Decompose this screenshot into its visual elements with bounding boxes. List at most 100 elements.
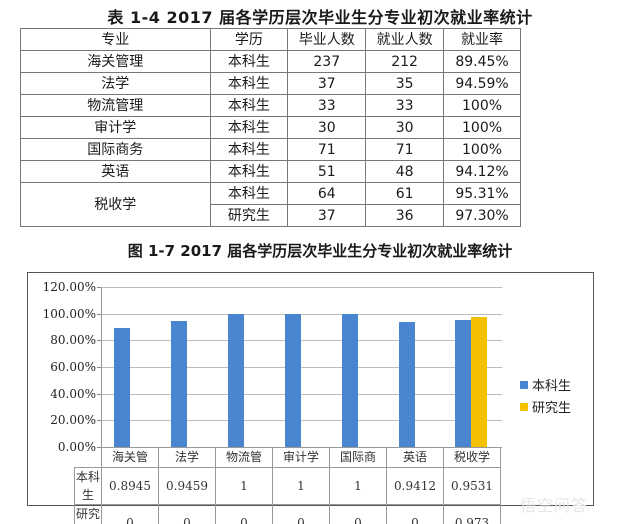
legend-item-undergrad: 本科生 xyxy=(520,375,571,394)
cell-graduates: 71 xyxy=(287,138,367,161)
cell-employed: 36 xyxy=(365,204,445,227)
cell-major: 国际商务 xyxy=(20,138,211,161)
data-value: 0 xyxy=(272,503,330,524)
table-row: 英语 本科生 51 48 94.12% xyxy=(20,160,521,183)
category-label: 国际商 xyxy=(329,447,387,468)
data-table-header-row: 海关管 法学 物流管 审计学 国际商 英语 税收学 xyxy=(74,447,501,468)
category-label: 海关管 xyxy=(101,447,159,468)
cell-graduates: 64 xyxy=(287,182,367,205)
cell-employed: 61 xyxy=(365,182,445,205)
data-value: 0.8945 xyxy=(101,466,159,505)
chart-title: 图 1-7 2017 届各学历层次毕业生分专业初次就业率统计 xyxy=(127,242,513,260)
table-row: 国际商务 本科生 71 71 100% xyxy=(20,138,521,161)
cell-graduates: 51 xyxy=(287,160,367,183)
cell-rate: 94.12% xyxy=(443,160,521,183)
table-row: 研究生 37 36 97.30% xyxy=(21,204,521,227)
legend-label: 本科生 xyxy=(532,379,572,394)
data-table-row-postgrad: 研究生 0 0 0 0 0 0 0.973 xyxy=(74,503,501,524)
y-axis-line xyxy=(101,287,102,447)
cell-rate: 89.45% xyxy=(443,50,521,73)
category-label: 审计学 xyxy=(272,447,330,468)
gridline xyxy=(102,287,502,288)
table-row: 海关管理 本科生 237 212 89.45% xyxy=(20,50,521,73)
category-label: 法学 xyxy=(158,447,216,468)
cell-degree: 本科生 xyxy=(209,160,289,183)
cell-graduates: 237 xyxy=(287,50,367,73)
cell-employed: 30 xyxy=(365,116,445,139)
cell-graduates: 37 xyxy=(287,204,367,227)
cell-employed: 212 xyxy=(365,50,445,73)
table-title: 表 1-4 2017 届各学历层次毕业生分专业初次就业率统计 xyxy=(107,8,533,27)
cell-graduates: 30 xyxy=(287,116,367,139)
header-degree: 学历 xyxy=(209,28,289,51)
cell-degree: 本科生 xyxy=(209,182,289,205)
category-label: 英语 xyxy=(386,447,444,468)
cell-degree: 研究生 xyxy=(209,204,289,227)
data-value: 1 xyxy=(215,466,273,505)
category-label: 物流管 xyxy=(215,447,273,468)
data-value: 0.9412 xyxy=(386,466,444,505)
gridline xyxy=(102,394,502,395)
cell-degree: 本科生 xyxy=(209,50,289,73)
gridline xyxy=(102,420,502,421)
bar-postgrad-shuishou xyxy=(471,317,487,447)
y-tick-label: 40.00% xyxy=(50,387,96,401)
data-value: 0 xyxy=(215,503,273,524)
cell-rate: 94.59% xyxy=(443,72,521,95)
cell-major: 物流管理 xyxy=(20,94,211,117)
bar-chart: 120.00% 100.00% 80.00% 60.00% 40.00% 20.… xyxy=(27,272,594,524)
data-value: 0 xyxy=(158,503,216,524)
category-label: 税收学 xyxy=(443,447,501,468)
table-row: 税收学 本科生 64 61 95.31% xyxy=(20,182,521,227)
bar-undergrad-shuishou xyxy=(455,320,471,447)
header-employed: 就业人数 xyxy=(365,28,445,51)
gridline xyxy=(102,367,502,368)
table-row: 审计学 本科生 30 30 100% xyxy=(20,116,521,139)
cell-major: 法学 xyxy=(20,72,211,95)
series-label: 研究生 xyxy=(74,503,102,524)
y-tick-label: 120.00% xyxy=(42,280,96,294)
cell-rate: 95.31% xyxy=(443,182,521,205)
y-tick-label: 80.00% xyxy=(50,333,96,347)
cell-employed: 33 xyxy=(365,94,445,117)
bar-undergrad-yingyu xyxy=(399,322,415,447)
cell-degree: 本科生 xyxy=(209,116,289,139)
cell-rate: 100% xyxy=(443,116,521,139)
legend-swatch-icon xyxy=(520,402,528,411)
table-header-row: 专业 学历 毕业人数 就业人数 就业率 xyxy=(20,28,521,51)
bar-undergrad-guoji xyxy=(342,314,358,447)
legend-label: 研究生 xyxy=(532,401,572,416)
tick-mark xyxy=(97,340,102,341)
series-label: 本科生 xyxy=(74,466,102,505)
header-major: 专业 xyxy=(20,28,211,51)
header-graduates: 毕业人数 xyxy=(287,28,367,51)
data-table-row-undergrad: 本科生 0.8945 0.9459 1 1 1 0.9412 0.9531 xyxy=(74,466,501,505)
cell-graduates: 33 xyxy=(287,94,367,117)
tick-mark xyxy=(97,420,102,421)
cell-employed: 48 xyxy=(365,160,445,183)
cell-rate: 100% xyxy=(443,138,521,161)
gridline xyxy=(102,340,502,341)
blank-cell xyxy=(74,447,102,467)
bar-undergrad-haiguan xyxy=(114,328,130,447)
tick-mark xyxy=(97,367,102,368)
cell-degree: 本科生 xyxy=(209,72,289,95)
cell-rate: 97.30% xyxy=(443,204,521,227)
data-value: 1 xyxy=(272,466,330,505)
data-value: 0.973 xyxy=(443,503,501,524)
gridline xyxy=(102,314,502,315)
cell-rate: 100% xyxy=(443,94,521,117)
data-value: 0.9531 xyxy=(443,466,501,505)
data-value: 0 xyxy=(386,503,444,524)
tick-mark xyxy=(97,394,102,395)
data-value: 0 xyxy=(101,503,159,524)
cell-graduates: 37 xyxy=(287,72,367,95)
y-tick-label: 20.00% xyxy=(50,413,96,427)
y-tick-label: 60.00% xyxy=(50,360,96,374)
cell-major: 英语 xyxy=(20,160,211,183)
bar-undergrad-wuliu xyxy=(228,314,244,447)
data-value: 0.9459 xyxy=(158,466,216,505)
legend-swatch-icon xyxy=(520,380,528,389)
employment-rate-table: 专业 学历 毕业人数 就业人数 就业率 海关管理 本科生 237 212 89.… xyxy=(20,28,521,227)
data-value: 1 xyxy=(329,466,387,505)
